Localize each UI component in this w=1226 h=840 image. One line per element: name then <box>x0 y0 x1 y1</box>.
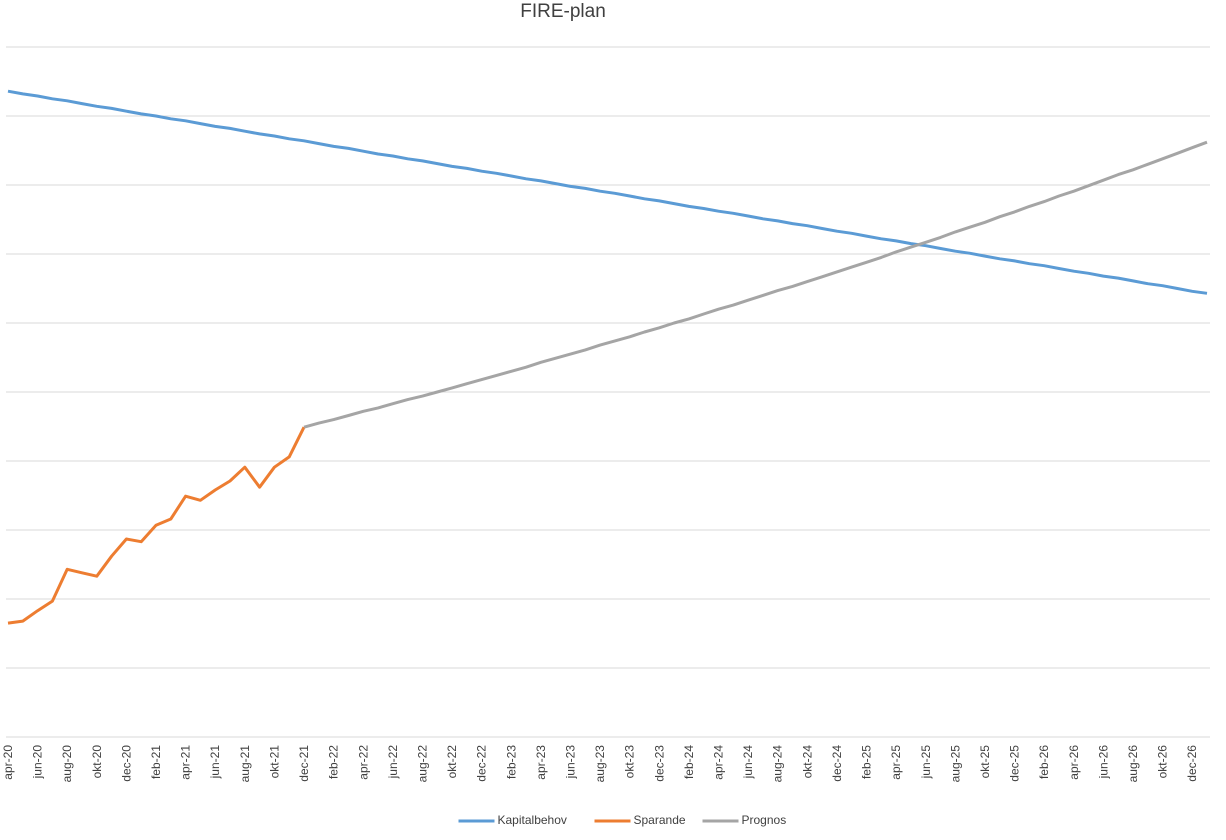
x-tick-label: apr-24 <box>712 745 726 780</box>
x-tick-label: aug-25 <box>948 745 962 783</box>
chart-title: FIRE-plan <box>520 1 606 22</box>
x-tick-label: aug-20 <box>60 745 74 783</box>
x-tick-label: dec-22 <box>475 745 489 782</box>
x-tick-label: jun-20 <box>31 745 45 780</box>
x-tick-label: apr-20 <box>1 745 15 780</box>
x-tick-label: jun-24 <box>741 745 755 780</box>
x-tick-label: feb-24 <box>682 745 696 779</box>
x-tick-label: dec-26 <box>1185 745 1199 782</box>
x-tick-label: feb-26 <box>1037 745 1051 779</box>
x-tick-label: apr-25 <box>889 745 903 780</box>
x-tick-label: jun-25 <box>919 745 933 780</box>
x-tick-label: aug-26 <box>1126 745 1140 783</box>
x-tick-label: aug-21 <box>238 745 252 783</box>
x-tick-label: jun-26 <box>1096 745 1110 780</box>
x-tick-label: feb-25 <box>860 745 874 779</box>
x-tick-label: dec-21 <box>297 745 311 782</box>
x-tick-label: okt-24 <box>800 745 814 779</box>
x-tick-label: jun-23 <box>563 745 577 780</box>
x-tick-label: okt-20 <box>90 745 104 779</box>
x-tick-label: dec-23 <box>652 745 666 782</box>
legend-label: Sparande <box>634 813 686 827</box>
x-tick-label: jun-21 <box>208 745 222 780</box>
x-tick-label: dec-25 <box>1008 745 1022 782</box>
x-tick-label: feb-22 <box>327 745 341 779</box>
x-tick-label: dec-20 <box>119 745 133 782</box>
x-tick-label: aug-23 <box>593 745 607 783</box>
x-tick-label: okt-25 <box>978 745 992 779</box>
x-tick-label: jun-22 <box>386 745 400 780</box>
x-tick-label: dec-24 <box>830 745 844 782</box>
x-tick-label: aug-22 <box>415 745 429 783</box>
x-tick-label: feb-21 <box>149 745 163 779</box>
x-tick-label: apr-21 <box>179 745 193 780</box>
x-tick-label: okt-22 <box>445 745 459 779</box>
legend-label: Kapitalbehov <box>498 813 567 827</box>
series-line <box>303 140 1208 429</box>
x-tick-label: okt-26 <box>1156 745 1170 779</box>
x-tick-label: apr-26 <box>1067 745 1081 780</box>
x-tick-label: feb-23 <box>504 745 518 779</box>
legend-label: Prognos <box>742 813 787 827</box>
x-tick-label: okt-21 <box>267 745 281 779</box>
x-tick-label: aug-24 <box>771 745 785 783</box>
series-line <box>7 426 306 625</box>
x-tick-label: apr-23 <box>534 745 548 780</box>
x-tick-label: okt-23 <box>623 745 637 779</box>
series-line <box>7 89 1208 295</box>
x-tick-label: apr-22 <box>356 745 370 780</box>
